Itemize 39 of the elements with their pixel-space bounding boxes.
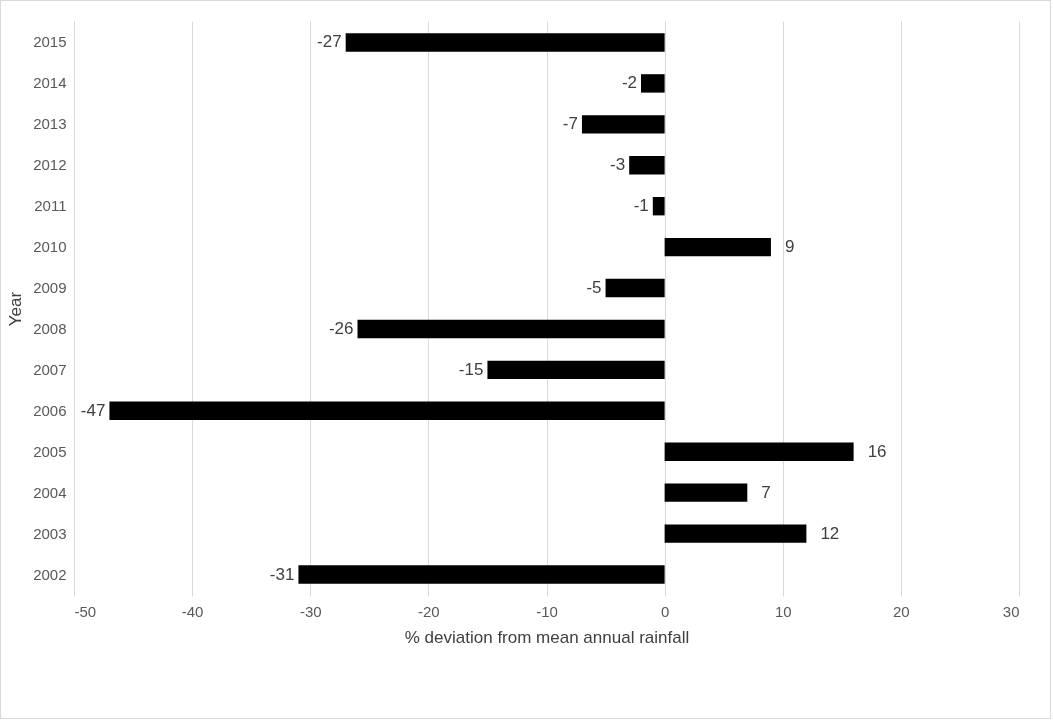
data-label: 16: [867, 441, 887, 461]
y-tick-label: 2007: [33, 360, 67, 378]
y-tick-label: 2006: [33, 401, 67, 419]
y-tick-label: 2005: [33, 442, 67, 460]
x-tick-label: 10: [774, 602, 792, 620]
data-label: -27: [317, 32, 342, 52]
y-tick-label: 2015: [33, 33, 67, 51]
x-tick-label: -40: [181, 602, 204, 620]
x-axis-title: % deviation from mean annual rainfall: [404, 627, 690, 647]
x-tick-label: -50: [74, 602, 97, 620]
y-tick-label: 2012: [33, 156, 67, 174]
x-tick-label: 20: [893, 602, 910, 620]
y-tick-label: 2008: [33, 319, 67, 337]
x-tick-label: 30: [1002, 602, 1020, 620]
y-tick-label: 2002: [33, 565, 67, 583]
data-label: 9: [784, 237, 795, 257]
y-tick-label: 2010: [33, 238, 67, 256]
data-label: -2: [621, 73, 637, 93]
data-label: -5: [586, 278, 602, 298]
x-tick-label: -20: [418, 602, 440, 620]
y-tick-label: 2013: [33, 115, 67, 133]
y-tick-label: 2014: [33, 74, 67, 92]
y-axis-title: Year: [6, 291, 26, 327]
data-label: -31: [269, 564, 295, 584]
data-label: 12: [820, 523, 840, 543]
y-tick-label: 2004: [33, 483, 67, 501]
data-label: -3: [610, 155, 626, 175]
x-tick-label: 0: [660, 602, 670, 620]
x-tick-label: -30: [299, 602, 322, 620]
y-tick-label: 2009: [33, 279, 67, 297]
data-label: 7: [761, 482, 771, 502]
data-label: -26: [328, 318, 354, 338]
data-label: -7: [562, 114, 578, 134]
data-label: -15: [458, 359, 484, 379]
data-label: -47: [80, 400, 106, 420]
y-tick-label: 2011: [34, 197, 67, 215]
y-tick-label: 2003: [33, 524, 67, 542]
data-label: -1: [633, 196, 649, 216]
x-tick-label: -10: [536, 602, 558, 620]
